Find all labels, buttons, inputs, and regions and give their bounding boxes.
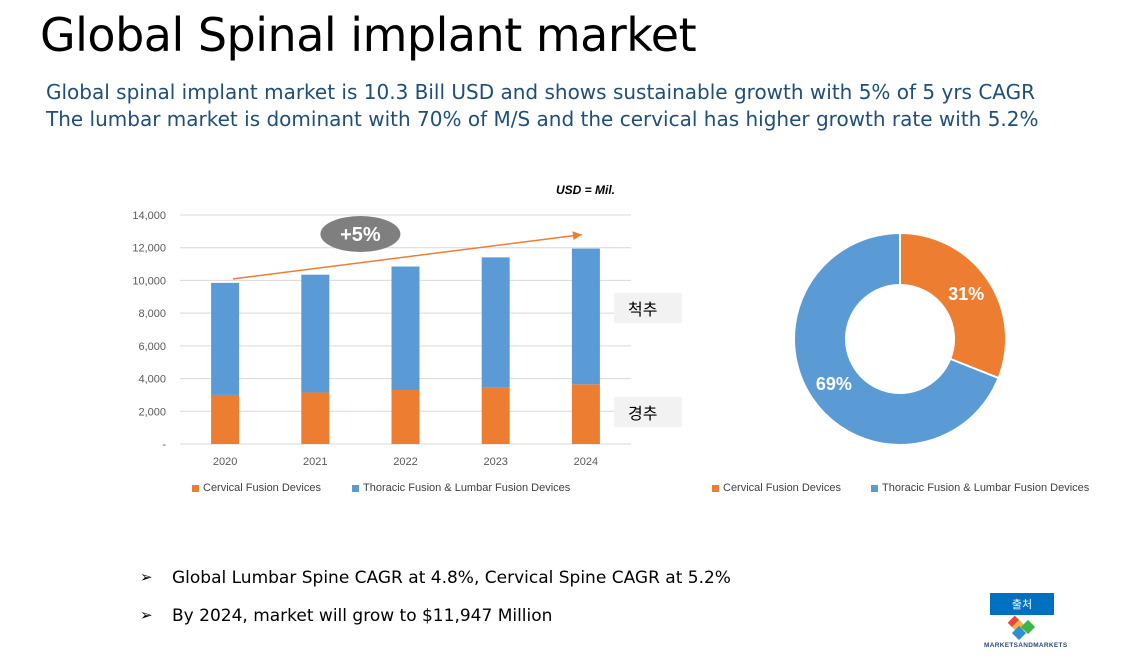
legend-swatch-blue [871, 484, 878, 492]
legend-swatch-orange [712, 484, 719, 492]
bullet-item: ➢ By 2024, market will grow to $11,947 M… [140, 606, 731, 644]
bar-cervical [391, 390, 420, 444]
y-tick-label: 4,000 [138, 374, 166, 386]
x-tick-label: 2023 [483, 456, 507, 468]
y-tick-label: 14,000 [132, 210, 166, 222]
subtitle-line-1: Global spinal implant market is 10.3 Bil… [46, 80, 1036, 104]
source-badge: 출처 [990, 593, 1054, 615]
growth-badge [320, 216, 401, 252]
bullet-text: By 2024, market will grow to $11,947 Mil… [172, 606, 553, 626]
y-tick-label: 10,000 [132, 275, 166, 287]
pie-data-label: 31% [948, 284, 984, 304]
pie-slice-cervical [899, 231, 1007, 380]
bar-lumbar [391, 266, 420, 391]
segment-label-spine: 척추 [614, 293, 682, 323]
arrow-bullet-icon: ➢ [140, 606, 153, 624]
bar-cervical [211, 394, 240, 444]
bullet-item: ➢ Global Lumbar Spine CAGR at 4.8%, Cerv… [140, 568, 731, 606]
x-tick-label: 2022 [393, 456, 417, 468]
legend-swatch-orange [192, 484, 199, 492]
subtitle-line-2: The lumbar market is dominant with 70% o… [46, 107, 1039, 131]
bar-lumbar [481, 257, 510, 388]
bar-cervical [301, 392, 330, 444]
y-tick-label: - [162, 439, 166, 451]
bar-legend-lumbar: Thoracic Fusion & Lumbar Fusion Devices [352, 482, 570, 494]
legend-label: Cervical Fusion Devices [723, 482, 841, 494]
markets-logo-text: MARKETSANDMARKETS [984, 642, 1068, 649]
y-tick-label: 8,000 [138, 308, 166, 320]
x-tick-label: 2021 [303, 456, 327, 468]
bullet-text: Global Lumbar Spine CAGR at 4.8%, Cervic… [172, 568, 731, 588]
bar-cervical [571, 384, 600, 444]
arrow-bullet-icon: ➢ [140, 568, 153, 586]
x-tick-label: 2024 [574, 456, 598, 468]
y-tick-label: 6,000 [138, 341, 166, 353]
x-tick-label: 2020 [213, 456, 237, 468]
y-tick-label: 2,000 [138, 406, 166, 418]
y-tick-label: 12,000 [132, 243, 166, 255]
legend-label: Thoracic Fusion & Lumbar Fusion Devices [882, 482, 1090, 494]
segment-label-cervical: 경추 [614, 397, 682, 427]
pie-legend-lumbar: Thoracic Fusion & Lumbar Fusion Devices [871, 482, 1089, 494]
page-title: Global Spinal implant market [40, 8, 697, 62]
pie-legend-cervical: Cervical Fusion Devices [712, 482, 841, 494]
pie-slice-lumbar [793, 231, 1000, 446]
legend-label: Cervical Fusion Devices [203, 482, 321, 494]
bar-legend-cervical: Cervical Fusion Devices [192, 482, 321, 494]
bar-cervical [481, 387, 510, 444]
bar-lumbar [571, 248, 600, 385]
bar-lumbar [301, 274, 330, 393]
legend-label: Thoracic Fusion & Lumbar Fusion Devices [363, 482, 571, 494]
growth-badge-label: +5% [340, 224, 381, 246]
pie-data-label: 69% [816, 374, 852, 394]
unit-note: USD = Mil. [556, 183, 616, 197]
bar-lumbar [211, 282, 240, 395]
growth-trend-arrow [233, 231, 582, 280]
legend-swatch-blue [352, 484, 359, 492]
bullet-list: ➢ Global Lumbar Spine CAGR at 4.8%, Cerv… [140, 568, 731, 644]
